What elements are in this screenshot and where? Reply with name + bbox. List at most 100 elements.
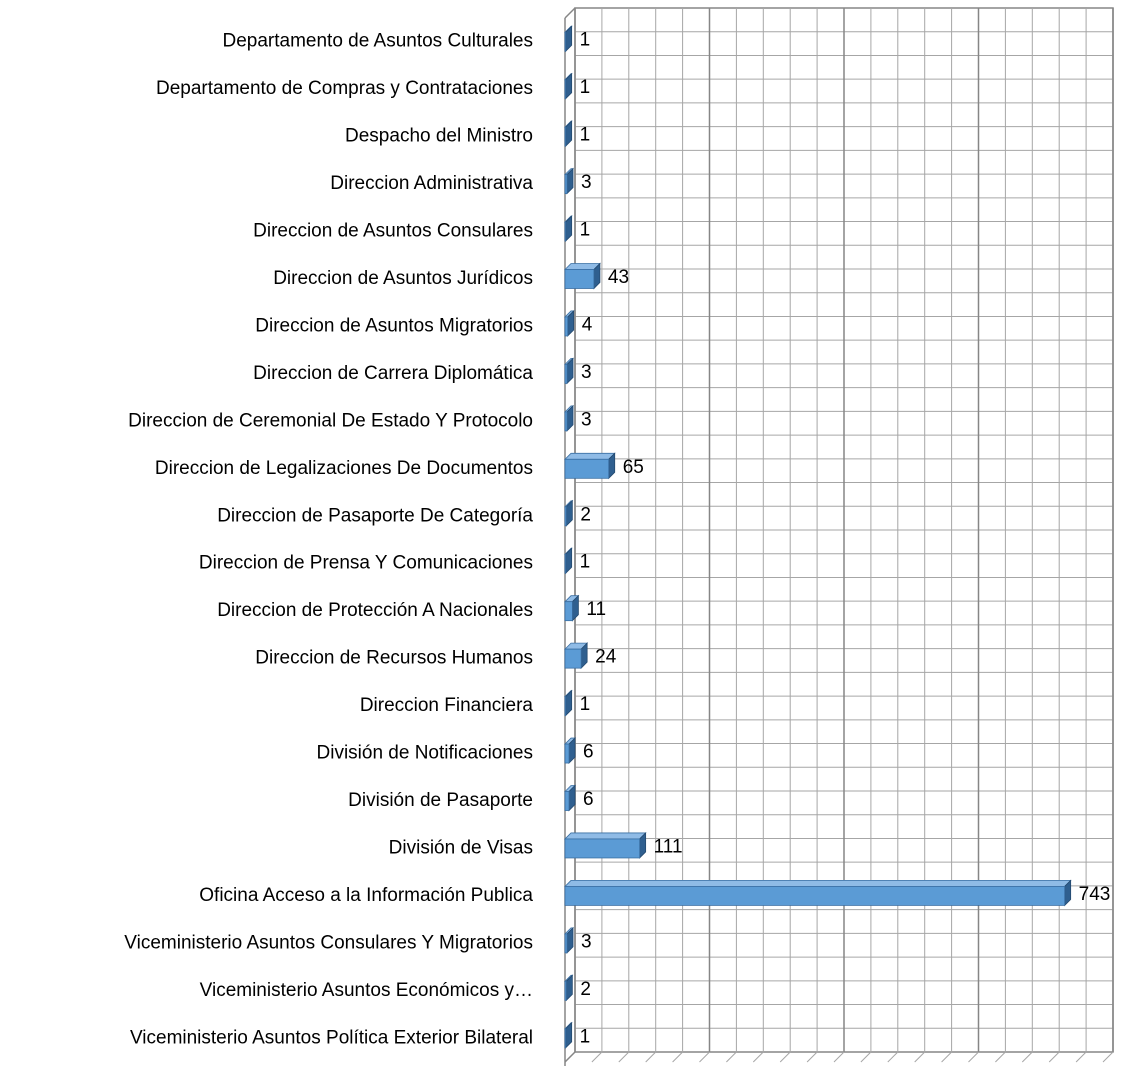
bar [564, 689, 573, 717]
bar-face [564, 933, 568, 954]
y-tick-label: Direccion de Pasaporte De Categoría [217, 505, 533, 526]
y-tick-label: Direccion de Prensa Y Comunicaciones [199, 553, 533, 574]
bar [564, 737, 577, 765]
y-tick-label: Direccion de Ceremonial De Estado Y Prot… [128, 410, 533, 431]
bar [564, 167, 574, 195]
bar [564, 547, 573, 575]
y-tick-label: Oficina Acceso a la Información Publica [199, 885, 533, 906]
y-tick-label: Departamento de Asuntos Culturales [222, 31, 533, 52]
floor-tick [1075, 1051, 1087, 1063]
floor-tick [752, 1051, 764, 1063]
y-tick-label: Direccion de Carrera Diplomática [253, 363, 533, 384]
bar-face [564, 553, 567, 574]
floor-tick [833, 1051, 845, 1063]
floor-tick [887, 1051, 899, 1063]
bar [564, 499, 574, 527]
y-tick-label: División de Visas [389, 837, 533, 858]
y-tick-label: Despacho del Ministro [345, 126, 533, 147]
bar-face [564, 126, 567, 147]
axis-depth [564, 1051, 576, 1063]
y-tick-label: Direccion de Recursos Humanos [255, 648, 533, 669]
bar-face [564, 411, 568, 432]
y-tick-label: Departamento de Compras y Contrataciones [156, 78, 533, 99]
bar-face [565, 120, 573, 148]
bar [564, 215, 573, 243]
bar-face [564, 31, 567, 52]
bar [564, 642, 589, 670]
data-label: 6 [583, 789, 594, 810]
bar-face [564, 648, 582, 669]
bar [564, 926, 574, 954]
y-tick-label: Direccion de Protección A Nacionales [217, 600, 533, 621]
floor-tick [914, 1051, 926, 1063]
bar [564, 452, 616, 480]
data-label: 6 [583, 742, 594, 763]
data-label: 1 [580, 694, 591, 715]
bar-face [564, 980, 567, 1001]
floor-tick [618, 1051, 630, 1063]
floor-tick [941, 1051, 952, 1063]
data-label: 3 [581, 172, 592, 193]
bar-face [565, 1021, 573, 1049]
data-label: 2 [580, 504, 591, 525]
bar [564, 72, 573, 100]
floor-tick [806, 1051, 818, 1063]
data-label: 2 [580, 979, 591, 1000]
floor-tick [1048, 1051, 1060, 1063]
floor-tick [699, 1051, 710, 1063]
floor-tick [672, 1051, 683, 1063]
data-label: 4 [582, 314, 593, 335]
data-label: 1 [580, 30, 591, 51]
bar [564, 25, 573, 53]
bar-face [564, 1028, 567, 1049]
bar-face [564, 506, 567, 527]
floor-tick [726, 1051, 737, 1063]
y-tick-label: Direccion Administrativa [330, 173, 533, 194]
bar-face [564, 221, 567, 242]
bar [564, 404, 574, 432]
floor-tick [779, 1051, 791, 1063]
bar-face [564, 79, 567, 100]
bar-face [564, 174, 568, 194]
data-label: 11 [586, 599, 606, 620]
bar-face [564, 458, 610, 479]
bar [564, 974, 574, 1002]
bar-face [565, 25, 573, 53]
data-label: 3 [581, 931, 592, 952]
floor-tick [1021, 1051, 1033, 1063]
data-label: 43 [608, 267, 629, 288]
y-tick-label: Direccion de Asuntos Consulares [253, 221, 533, 242]
data-label: 1 [580, 125, 591, 146]
floor-tick [860, 1051, 872, 1063]
bar-face [564, 886, 1066, 906]
bar-face [565, 689, 573, 717]
bar [564, 1021, 573, 1049]
data-label: 111 [654, 836, 683, 857]
bar [564, 879, 1072, 907]
bar-face [565, 215, 573, 243]
floor-tick [968, 1051, 979, 1063]
bar [564, 262, 601, 290]
bar [564, 831, 647, 859]
axis-depth [564, 7, 576, 19]
y-tick-label: Viceministerio Asuntos Económicos y… [200, 980, 533, 1001]
floor-tick [591, 1051, 603, 1063]
bar-face [564, 601, 573, 622]
data-label: 1 [580, 220, 591, 241]
y-tick-label: División de Notificaciones [317, 743, 534, 764]
bar-face [564, 269, 595, 289]
data-label: 743 [1079, 884, 1111, 905]
floor-tick [995, 1051, 1006, 1063]
bar-face [564, 696, 567, 716]
floor-tick [1102, 1051, 1114, 1063]
y-tick-label: Direccion de Legalizaciones De Documento… [155, 458, 533, 479]
bar [564, 309, 575, 337]
bar [564, 784, 577, 812]
data-label: 3 [581, 362, 592, 383]
bar-face [564, 743, 570, 764]
y-tick-label: Viceministerio Asuntos Consulares Y Migr… [124, 932, 533, 953]
bar-face [564, 880, 1072, 887]
data-label: 1 [580, 1026, 591, 1047]
bar-face [564, 316, 569, 337]
